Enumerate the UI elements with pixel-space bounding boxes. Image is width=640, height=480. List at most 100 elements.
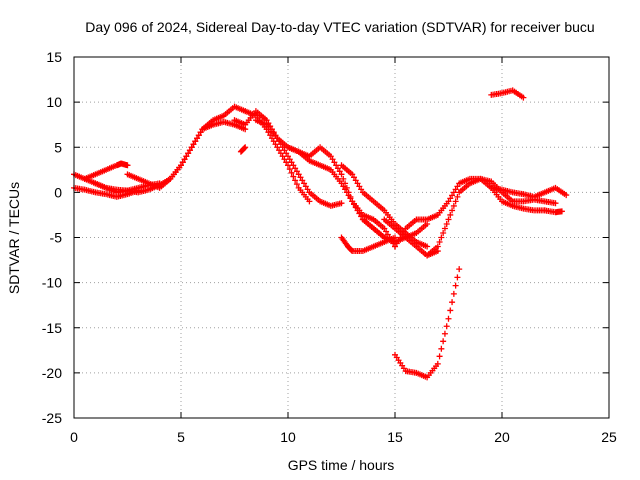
data-point xyxy=(450,202,457,209)
data-point xyxy=(277,150,284,157)
chart-title: Day 096 of 2024, Sidereal Day-to-day VTE… xyxy=(85,19,594,35)
data-point xyxy=(281,147,288,154)
data-point xyxy=(449,299,456,306)
y-tick-label: -5 xyxy=(50,230,63,246)
data-point xyxy=(183,153,190,160)
data-point xyxy=(449,192,456,199)
data-point xyxy=(381,225,388,232)
data-point xyxy=(297,174,304,181)
data-point xyxy=(270,138,277,145)
data-point xyxy=(440,338,447,345)
data-point xyxy=(399,231,406,238)
data-point xyxy=(279,153,286,160)
data-point xyxy=(181,156,188,163)
data-point xyxy=(281,156,288,163)
y-tick-label: 0 xyxy=(54,184,62,200)
data-point xyxy=(286,156,293,163)
series-track-3 xyxy=(81,160,131,182)
data-point xyxy=(327,153,334,160)
data-point xyxy=(306,198,313,205)
data-point xyxy=(197,129,204,136)
series-track-14 xyxy=(392,175,548,250)
data-point xyxy=(445,315,452,322)
series-track-20 xyxy=(237,144,249,155)
data-point xyxy=(343,189,350,196)
y-tick-label: -10 xyxy=(42,275,62,291)
data-point xyxy=(354,180,361,187)
data-point xyxy=(438,345,445,352)
data-point xyxy=(345,192,352,199)
data-point xyxy=(178,162,184,169)
x-tick-label: 0 xyxy=(70,429,78,445)
data-point xyxy=(156,180,163,187)
x-tick-label: 15 xyxy=(387,429,403,445)
y-tick-label: 10 xyxy=(46,94,62,110)
data-point xyxy=(293,181,300,188)
data-point xyxy=(563,192,570,199)
y-tick-label: -20 xyxy=(42,365,62,381)
data-point xyxy=(356,183,363,190)
data-point xyxy=(454,193,461,200)
data-point xyxy=(383,228,390,235)
data-point xyxy=(333,162,340,169)
data-point xyxy=(454,274,461,281)
series-track-5 xyxy=(92,180,163,196)
data-point xyxy=(304,186,311,193)
data-point xyxy=(194,135,201,142)
data-point xyxy=(441,225,448,232)
data-point xyxy=(434,243,441,250)
data-point xyxy=(441,330,448,337)
data-point xyxy=(334,165,341,172)
data-point xyxy=(558,208,565,215)
data-point xyxy=(340,175,347,182)
data-point xyxy=(447,195,454,202)
data-point xyxy=(456,266,463,273)
data-point xyxy=(436,353,443,360)
y-tick-label: -25 xyxy=(42,410,62,426)
data-point xyxy=(342,186,349,193)
data-point xyxy=(358,186,365,193)
data-point xyxy=(290,162,297,169)
data-point xyxy=(436,239,443,246)
data-point xyxy=(285,162,291,169)
data-point xyxy=(452,282,459,289)
data-point xyxy=(397,234,404,241)
data-point xyxy=(265,129,272,136)
x-axis-label: GPS time / hours xyxy=(288,457,395,473)
data-point xyxy=(450,290,457,297)
y-tick-label: -15 xyxy=(42,320,62,336)
data-point xyxy=(331,159,338,166)
data-point xyxy=(283,150,290,157)
data-point xyxy=(285,153,291,160)
data-point xyxy=(452,198,459,205)
data-point xyxy=(338,180,345,187)
data-point xyxy=(340,183,347,190)
y-axis-label: SDTVAR / TECUs xyxy=(6,182,22,294)
data-point xyxy=(445,216,452,223)
data-point xyxy=(447,211,454,218)
data-point xyxy=(452,186,459,193)
data-point xyxy=(301,180,308,187)
data-point xyxy=(450,189,457,196)
data-point xyxy=(188,144,195,151)
data-point xyxy=(124,162,131,169)
data-point xyxy=(552,200,559,207)
y-tick-label: 5 xyxy=(54,139,62,155)
data-point xyxy=(443,323,450,330)
data-point xyxy=(454,183,461,190)
data-point xyxy=(292,165,299,172)
data-point xyxy=(395,237,402,244)
data-point xyxy=(192,138,199,145)
data-point xyxy=(179,159,186,166)
data-point xyxy=(449,207,456,214)
series-track-9 xyxy=(285,144,398,250)
x-tick-label: 20 xyxy=(494,429,510,445)
data-point xyxy=(424,243,431,250)
data-point xyxy=(438,234,445,241)
data-point xyxy=(520,94,527,101)
data-point xyxy=(302,183,309,190)
data-point xyxy=(288,169,295,176)
data-point xyxy=(400,228,407,235)
